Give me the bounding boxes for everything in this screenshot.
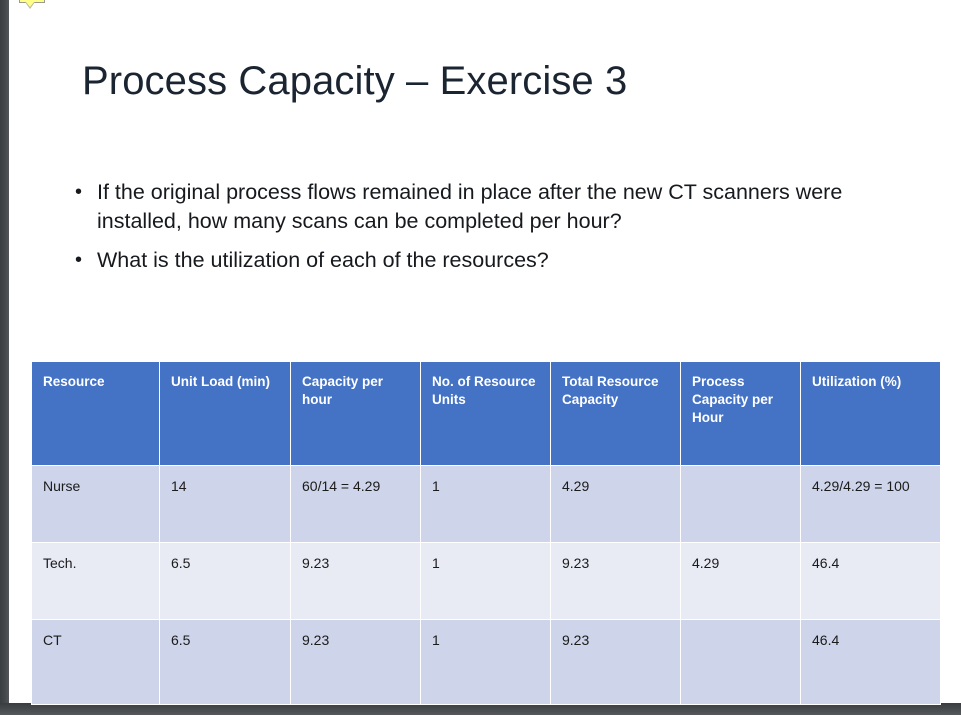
bullet-point-icon: • bbox=[75, 249, 83, 271]
slide-surface: Process Capacity – Exercise 3 • If the o… bbox=[9, 0, 961, 705]
column-header-unit-load: Unit Load (min) bbox=[159, 361, 291, 466]
cell-unit-load: 14 bbox=[159, 465, 291, 543]
cell-no-of-resource-units: 1 bbox=[420, 619, 551, 705]
column-header-utilization: Utilization (%) bbox=[800, 361, 941, 466]
column-header-resource: Resource bbox=[31, 361, 160, 466]
column-header-total-resource-capacity: Total Resource Capacity bbox=[550, 361, 681, 466]
cell-process-capacity-per-hour bbox=[680, 465, 801, 543]
column-header-process-capacity-per-hour: Process Capacity per Hour bbox=[680, 361, 801, 466]
cell-total-resource-capacity: 4.29 bbox=[550, 465, 681, 543]
cell-resource: Tech. bbox=[31, 542, 160, 620]
table-header-row: Resource Unit Load (min) Capacity per ho… bbox=[31, 361, 941, 466]
cell-utilization: 46.4 bbox=[800, 542, 941, 620]
cell-process-capacity-per-hour: 4.29 bbox=[680, 542, 801, 620]
comment-bubble-tail-fill bbox=[26, 2, 34, 7]
cell-utilization: 4.29/4.29 = 100 bbox=[800, 465, 941, 543]
cell-capacity-per-hour: 60/14 = 4.29 bbox=[290, 465, 421, 543]
window-left-gutter bbox=[0, 0, 9, 703]
cell-total-resource-capacity: 9.23 bbox=[550, 542, 681, 620]
cell-resource: Nurse bbox=[31, 465, 160, 543]
column-header-capacity-per-hour: Capacity per hour bbox=[290, 361, 421, 466]
page-title: Process Capacity – Exercise 3 bbox=[82, 59, 628, 103]
bullet-text: If the original process flows remained i… bbox=[97, 180, 843, 233]
cell-unit-load: 6.5 bbox=[159, 542, 291, 620]
cell-utilization: 46.4 bbox=[800, 619, 941, 705]
cell-capacity-per-hour: 9.23 bbox=[290, 619, 421, 705]
comment-bubble-icon[interactable] bbox=[19, 0, 47, 12]
cell-process-capacity-per-hour bbox=[680, 619, 801, 705]
list-item: • What is the utilization of each of the… bbox=[75, 246, 865, 275]
bullet-list: • If the original process flows remained… bbox=[75, 178, 865, 275]
column-header-no-of-resource-units: No. of Resource Units bbox=[420, 361, 551, 466]
list-item: • If the original process flows remained… bbox=[75, 178, 865, 236]
window-bottom-band bbox=[0, 703, 961, 715]
cell-resource: CT bbox=[31, 619, 160, 705]
bullet-point-icon: • bbox=[75, 181, 83, 203]
cell-capacity-per-hour: 9.23 bbox=[290, 542, 421, 620]
cell-no-of-resource-units: 1 bbox=[420, 465, 551, 543]
capacity-table: Resource Unit Load (min) Capacity per ho… bbox=[31, 361, 941, 705]
cell-unit-load: 6.5 bbox=[159, 619, 291, 705]
bullet-text: What is the utilization of each of the r… bbox=[97, 248, 549, 272]
cell-no-of-resource-units: 1 bbox=[420, 542, 551, 620]
table-row: Nurse 14 60/14 = 4.29 1 4.29 4.29/4.29 =… bbox=[31, 465, 941, 543]
cell-total-resource-capacity: 9.23 bbox=[550, 619, 681, 705]
table-row: Tech. 6.5 9.23 1 9.23 4.29 46.4 bbox=[31, 542, 941, 620]
table-row: CT 6.5 9.23 1 9.23 46.4 bbox=[31, 619, 941, 705]
